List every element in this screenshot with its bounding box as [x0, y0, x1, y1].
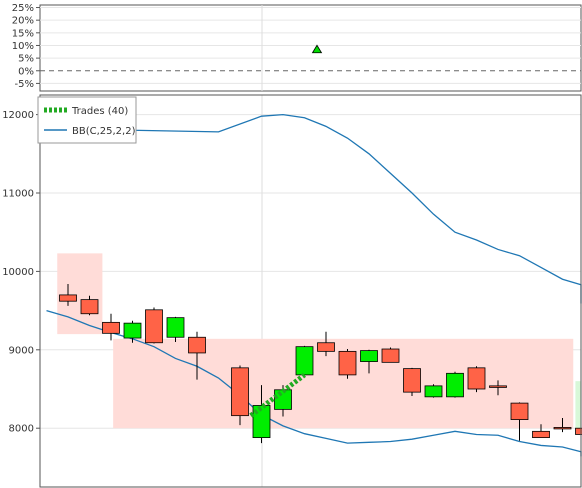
- candle-body: [123, 322, 142, 339]
- candle: [188, 331, 206, 380]
- trade-zones: [57, 253, 581, 429]
- candle-body: [80, 299, 99, 315]
- trade-lines: [249, 372, 307, 418]
- price-y-tick-label: 9000: [9, 345, 34, 356]
- candle-body: [274, 389, 292, 410]
- candle: [102, 313, 120, 341]
- candle: [145, 307, 163, 344]
- trade-line: [249, 372, 307, 418]
- price-panel-frame: [39, 94, 582, 488]
- candle-body: [145, 309, 163, 344]
- candle-body: [338, 350, 357, 376]
- legend: Trades (40) BB(C,25,2,2): [37, 96, 137, 144]
- price-panel: 8000 9000 10000 11000 12000 Trades (40) BB(C…: [2, 94, 582, 488]
- candle: [59, 283, 77, 306]
- pnl-y-tick-label: 15%: [12, 28, 34, 39]
- candle: [489, 380, 507, 396]
- pnl-y-tick-label: 20%: [12, 16, 34, 27]
- candle-body: [166, 317, 185, 338]
- candle: [295, 345, 314, 376]
- candle-body: [231, 367, 249, 417]
- candle-body: [532, 430, 550, 439]
- candle-body: [575, 427, 582, 435]
- pnl-panel-frame: [39, 4, 582, 92]
- pnl-y-tick-label: 10%: [12, 41, 34, 52]
- candle: [166, 316, 185, 342]
- candlesticks: [59, 283, 582, 444]
- candle: [446, 371, 464, 398]
- legend-trades-label: Trades (40): [71, 106, 128, 117]
- pnl-y-axis: -5% 0%5% 10% 15%20% 25%: [12, 3, 40, 90]
- pnl-y-tick-label: 0%: [18, 66, 34, 77]
- candle-body: [317, 342, 335, 352]
- candle: [403, 367, 421, 397]
- candle-body: [424, 385, 443, 398]
- pnl-marker-triangle: [311, 44, 323, 54]
- price-y-tick-label: 12000: [2, 110, 34, 121]
- candle: [467, 366, 486, 393]
- candle-body: [360, 350, 378, 362]
- candle-body: [467, 367, 486, 390]
- trade-zone: [57, 253, 103, 335]
- candle-body: [489, 385, 507, 388]
- candle-body: [553, 427, 572, 430]
- candle-body: [381, 348, 400, 363]
- price-y-tick-label: 10000: [2, 267, 34, 278]
- candle-body: [446, 372, 464, 398]
- candle: [338, 349, 357, 379]
- candle: [80, 295, 99, 316]
- price-y-tick-label: 11000: [2, 189, 34, 200]
- candle-body: [188, 336, 206, 354]
- price-y-axis: 8000 9000 10000 11000 12000: [2, 110, 40, 435]
- pnl-y-tick-label: 5%: [18, 54, 34, 65]
- candle: [274, 385, 292, 417]
- trade-pnl-panel: -5% 0%5% 10% 15%20% 25%: [12, 3, 582, 92]
- candle: [123, 320, 142, 343]
- candle-body: [403, 368, 421, 393]
- candle: [510, 402, 529, 441]
- legend-bb-label: BB(C,25,2,2): [72, 126, 136, 137]
- bb-lower-line: [46, 309, 582, 457]
- pnl-y-tick-label: -5%: [15, 79, 34, 90]
- pnl-grid: [40, 5, 581, 91]
- candle: [424, 384, 443, 398]
- legend-box: [37, 96, 137, 144]
- bb-upper-line: [46, 113, 582, 304]
- candle: [575, 427, 582, 435]
- candle-body: [102, 321, 120, 334]
- bollinger-bands: [46, 113, 582, 457]
- trade-zone: [575, 381, 581, 429]
- pnl-y-tick-label: 25%: [12, 3, 34, 14]
- candle-body: [510, 402, 529, 420]
- pnl-markers: [311, 44, 323, 54]
- candle-body: [59, 294, 77, 302]
- candle: [381, 347, 400, 363]
- candle-body: [295, 346, 314, 376]
- price-y-tick-label: 8000: [9, 424, 34, 435]
- candle: [360, 349, 378, 374]
- candle: [231, 365, 249, 426]
- candle: [553, 418, 572, 433]
- candle: [532, 424, 550, 439]
- candle: [317, 331, 335, 357]
